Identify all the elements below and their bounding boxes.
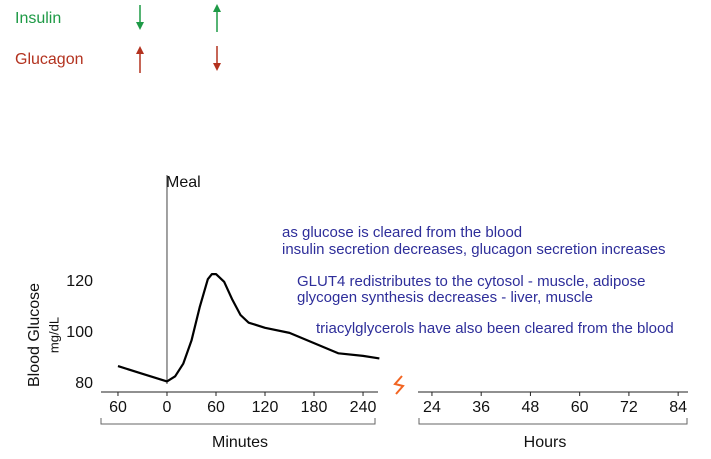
x2-tick-label: 36 bbox=[472, 399, 490, 416]
y-axis-label: Blood Glucose bbox=[26, 283, 43, 387]
x-tick-label: 180 bbox=[301, 399, 328, 416]
hormone-label: Glucagon bbox=[15, 51, 84, 68]
arrow-head bbox=[213, 4, 221, 12]
note: GLUT4 redistributes to the cytosol - mus… bbox=[297, 273, 646, 290]
data-line bbox=[117, 273, 380, 383]
x-tick-label: 0 bbox=[163, 399, 172, 416]
hormone-label: Insulin bbox=[15, 10, 61, 27]
x2-axis-label: Hours bbox=[524, 434, 567, 451]
x2-tick-label: 60 bbox=[571, 399, 589, 416]
y-tick-label: 120 bbox=[66, 273, 93, 290]
y-tick-label: 100 bbox=[66, 324, 93, 341]
axis-break bbox=[393, 375, 405, 395]
arrow-head bbox=[136, 46, 144, 54]
x-tick-label: 120 bbox=[252, 399, 279, 416]
x2-tick-label: 48 bbox=[522, 399, 540, 416]
annotation: Meal bbox=[166, 174, 201, 191]
x2-tick-label: 72 bbox=[620, 399, 638, 416]
arrow-head bbox=[213, 63, 221, 71]
x-tick-label: 60 bbox=[207, 399, 225, 416]
y-tick-label: 80 bbox=[75, 375, 93, 392]
note: triacylglycerols have also been cleared … bbox=[316, 320, 674, 337]
x2-tick-label: 24 bbox=[423, 399, 441, 416]
bracket bbox=[100, 418, 376, 425]
x2-tick-label: 84 bbox=[669, 399, 687, 416]
arrow-head bbox=[136, 22, 144, 30]
note: insulin secretion decreases, glucagon se… bbox=[282, 241, 666, 258]
arrows bbox=[136, 4, 221, 73]
note: glycogen synthesis decreases - liver, mu… bbox=[297, 289, 593, 306]
x-axis-label: Minutes bbox=[212, 434, 268, 451]
bracket bbox=[418, 418, 688, 425]
y-axis-unit: mg/dL bbox=[46, 317, 61, 353]
x-tick-label: 240 bbox=[350, 399, 377, 416]
note: as glucose is cleared from the blood bbox=[282, 224, 522, 241]
x-tick-label: 60 bbox=[109, 399, 127, 416]
